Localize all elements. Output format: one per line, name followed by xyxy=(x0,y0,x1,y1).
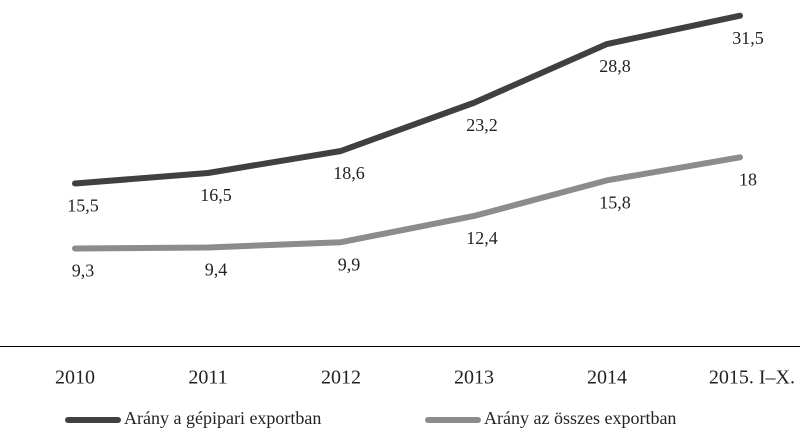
legend-label: Arány az összes exportban xyxy=(484,408,676,428)
data-label: 12,4 xyxy=(466,228,498,248)
data-label: 18,6 xyxy=(333,163,365,183)
series-line xyxy=(72,12,743,187)
x-tick-label: 2010 xyxy=(55,367,95,389)
data-label: 16,5 xyxy=(200,185,232,205)
x-tick-label: 2015. I–X. xyxy=(709,367,795,389)
x-tick-label: 2011 xyxy=(188,367,227,389)
data-label: 28,8 xyxy=(599,56,631,76)
data-label: 9,9 xyxy=(338,254,361,274)
data-label: 23,2 xyxy=(466,115,498,135)
x-tick-label: 2014 xyxy=(587,367,627,389)
data-label: 31,5 xyxy=(732,28,764,48)
data-label: 9,3 xyxy=(72,261,95,281)
data-label: 9,4 xyxy=(205,260,228,280)
data-label: 18 xyxy=(739,169,757,189)
data-label: 15,8 xyxy=(599,192,631,212)
legend-label: Arány a gépipari exportban xyxy=(124,408,321,428)
data-label: 15,5 xyxy=(67,196,99,216)
series-line xyxy=(72,154,743,252)
x-tick-label: 2012 xyxy=(321,367,361,389)
x-tick-label: 2013 xyxy=(454,367,494,389)
